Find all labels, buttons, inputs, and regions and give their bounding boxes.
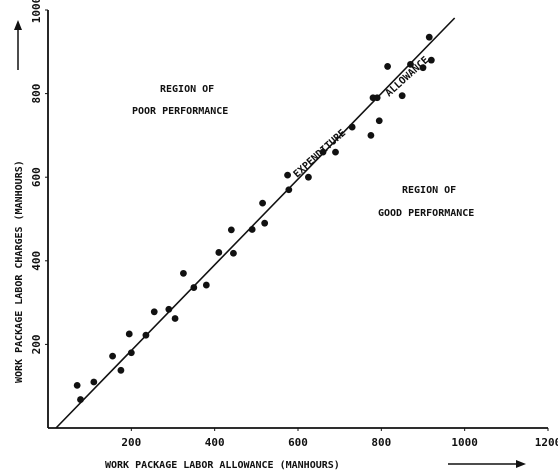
data-point <box>127 349 135 357</box>
data-point <box>227 226 235 234</box>
data-point <box>190 284 198 291</box>
x-axis-label: WORK PACKAGE LABOR ALLOWANCE (MANHOURS) <box>105 460 340 471</box>
data-point <box>319 148 327 156</box>
expenditure-allowance-line <box>55 17 456 429</box>
y-tick-label: 600 <box>30 167 43 187</box>
data-point <box>425 33 433 41</box>
region-good-line1: REGION OF <box>402 185 456 196</box>
data-point <box>117 366 125 374</box>
data-point <box>332 148 339 156</box>
data-point <box>142 331 150 339</box>
x-tick-label: 600 <box>288 436 308 449</box>
data-point <box>202 281 210 289</box>
line-label-allowance: ALLOWANCE <box>384 55 432 99</box>
data-point <box>261 219 269 227</box>
data-point <box>73 381 81 389</box>
y-axis-arrow <box>14 20 22 70</box>
data-point <box>150 308 158 316</box>
data-point <box>375 117 383 125</box>
y-tick-label: 800 <box>30 84 43 104</box>
data-point <box>419 64 427 72</box>
data-point <box>305 173 312 181</box>
region-good-line2: GOOD PERFORMANCE <box>378 208 474 219</box>
data-point <box>407 60 414 68</box>
region-poor-line1: REGION OF <box>160 84 214 95</box>
data-point <box>259 199 266 207</box>
data-points <box>73 33 435 403</box>
data-point <box>284 171 291 179</box>
x-tick-label: 800 <box>371 436 391 449</box>
x-tick-label: 400 <box>205 436 225 449</box>
data-point <box>230 249 237 257</box>
x-tick-label: 1200 <box>535 436 558 449</box>
x-tick-label: 200 <box>121 436 141 449</box>
line-label-expenditure: EXPENDITURE <box>292 128 349 180</box>
data-point <box>398 92 406 100</box>
data-point <box>77 396 84 403</box>
y-tick-label: 400 <box>30 251 43 271</box>
data-point <box>248 226 256 233</box>
data-point <box>180 269 187 277</box>
tick-labels: 200 400 600 800 1000 1200 200 400 600 800 1000 <box>30 0 558 449</box>
y-tick-label: 200 <box>30 334 43 354</box>
data-point <box>367 132 375 139</box>
data-point <box>427 56 435 64</box>
reference-line-layer <box>55 17 456 429</box>
data-point <box>285 186 293 194</box>
data-point <box>90 378 98 386</box>
y-axis-label: WORK PACKAGE LABOR CHARGES (MANHOURS) <box>14 160 25 383</box>
x-axis-arrow <box>448 460 526 468</box>
data-point <box>171 315 179 322</box>
data-point <box>384 63 391 70</box>
data-point <box>348 123 356 131</box>
data-point <box>165 305 173 313</box>
data-point <box>109 352 116 360</box>
y-tick-label: 1000 <box>30 0 43 23</box>
data-point <box>373 94 381 102</box>
axes <box>47 10 548 429</box>
x-tick-label: 1000 <box>451 436 478 449</box>
data-point <box>215 249 223 256</box>
region-poor-line2: POOR PERFORMANCE <box>132 106 228 117</box>
data-point <box>125 330 133 338</box>
